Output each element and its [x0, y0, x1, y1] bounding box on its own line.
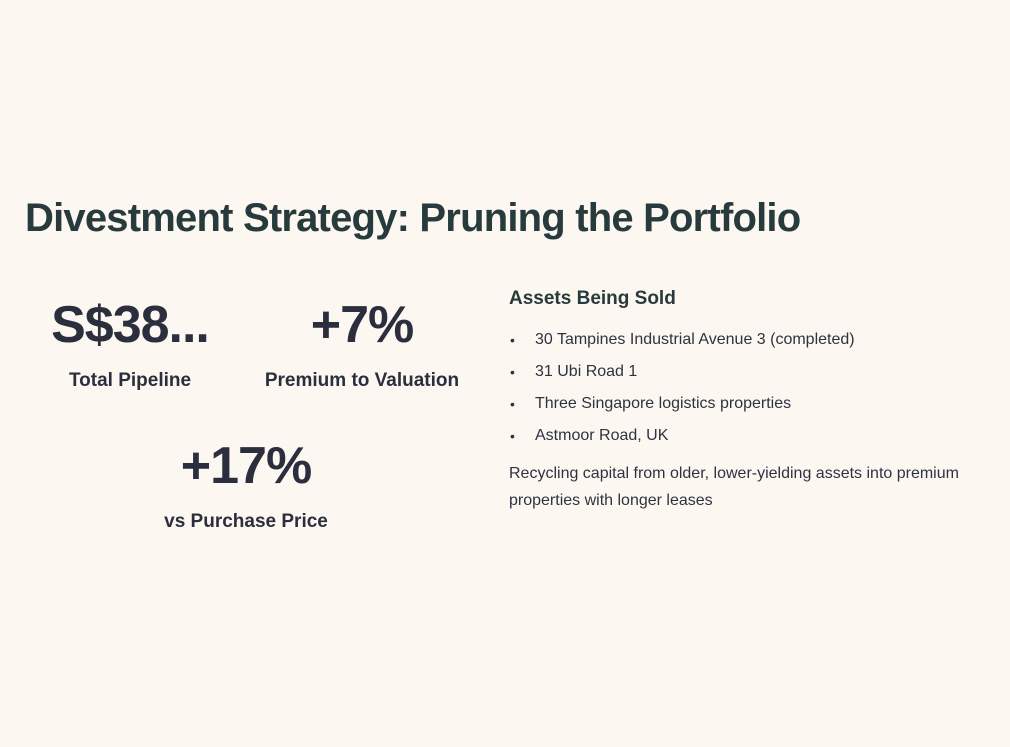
list-item-text: 30 Tampines Industrial Avenue 3 (complet… [535, 331, 855, 348]
stat-label: Total Pipeline [68, 370, 192, 391]
page-title: Divestment Strategy: Pruning the Portfol… [25, 196, 801, 240]
list-item-text: Three Singapore logistics properties [535, 395, 792, 412]
bullet-icon: • [510, 396, 515, 412]
list-item: • 30 Tampines Industrial Avenue 3 (comple… [509, 328, 979, 352]
bullet-icon: • [510, 332, 515, 348]
stat-value: S$38... [51, 296, 210, 354]
list-item-text: 31 Ubi Road 1 [535, 363, 638, 380]
list-item: • Three Singapore logistics properties [509, 392, 979, 416]
asset-list: • 30 Tampines Industrial Avenue 3 (comple… [509, 328, 979, 448]
stat-value: +17% [180, 437, 312, 495]
summary-text: Recycling capital from older, lower-yiel… [509, 465, 959, 509]
list-item: • Astmoor Road, UK [509, 424, 979, 448]
bullet-icon: • [510, 428, 515, 444]
assets-heading: Assets Being Sold [509, 288, 676, 309]
stat-total-pipeline: S$38... Total Pipeline [40, 296, 220, 392]
list-item-text: Astmoor Road, UK [535, 427, 669, 444]
stat-label: Premium to Valuation [264, 370, 460, 391]
stat-label: vs Purchase Price [164, 511, 328, 532]
list-item: • 31 Ubi Road 1 [509, 360, 979, 384]
stat-value: +7% [310, 296, 415, 354]
bullet-icon: • [510, 364, 515, 380]
stat-vs-purchase-price: +17% vs Purchase Price [146, 437, 346, 533]
stat-premium-to-valuation: +7% Premium to Valuation [252, 296, 472, 392]
assets-panel: Assets Being Sold • 30 Tampines Industria… [509, 286, 979, 514]
